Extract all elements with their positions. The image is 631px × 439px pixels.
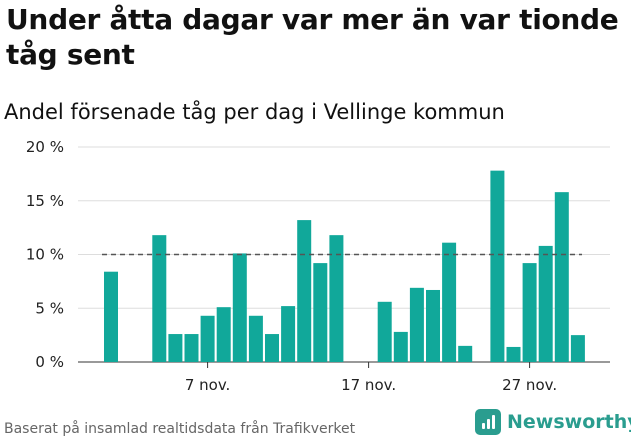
bar	[458, 345, 473, 362]
y-tick-label: 10 %	[26, 246, 64, 264]
bar	[570, 335, 585, 362]
bar	[152, 235, 167, 362]
bar-chart-icon	[475, 409, 501, 435]
bar	[554, 192, 569, 362]
bar	[393, 331, 408, 362]
source-note: Baserat på insamlad realtidsdata från Tr…	[4, 421, 356, 437]
bar	[409, 287, 424, 362]
x-tick-label: 27 nov.	[502, 376, 557, 394]
chart-title: Under åtta dagar var mer än var tionde t…	[6, 3, 619, 71]
bar	[426, 289, 440, 362]
y-tick-label: 5 %	[35, 299, 64, 317]
bar	[442, 242, 457, 362]
bar	[329, 235, 344, 362]
bar	[168, 334, 183, 362]
brand-logo: Newsworthy	[475, 408, 631, 436]
bar	[232, 253, 247, 362]
bar	[265, 334, 279, 362]
bar	[297, 220, 312, 362]
y-axis-ticks: 0 % 5 % 10 % 15 % 20 %	[26, 138, 64, 371]
bar	[184, 334, 199, 362]
brand-name: Newsworthy	[507, 411, 631, 433]
y-tick-label: 0 %	[35, 353, 64, 371]
bar	[200, 315, 215, 362]
x-tick-label: 7 nov.	[185, 376, 230, 394]
bar	[313, 263, 328, 362]
bar	[490, 170, 505, 362]
bars	[104, 170, 585, 362]
bar	[377, 301, 392, 362]
y-tick-label: 15 %	[26, 192, 64, 210]
bar	[506, 346, 521, 362]
x-tick-label: 17 nov.	[341, 376, 396, 394]
bar-chart: 0 % 5 % 10 % 15 % 20 % 7 nov. 17 nov. 27 nov.	[26, 138, 610, 394]
bar	[216, 307, 231, 362]
y-tick-label: 20 %	[26, 138, 64, 156]
bar	[281, 306, 296, 362]
chart-subtitle: Andel försenade tåg per dag i Vellinge k…	[4, 100, 505, 124]
bar	[248, 315, 263, 362]
bar	[522, 263, 537, 362]
bar	[538, 245, 553, 362]
x-axis-ticks: 7 nov. 17 nov. 27 nov.	[185, 362, 557, 394]
bar	[104, 271, 118, 362]
